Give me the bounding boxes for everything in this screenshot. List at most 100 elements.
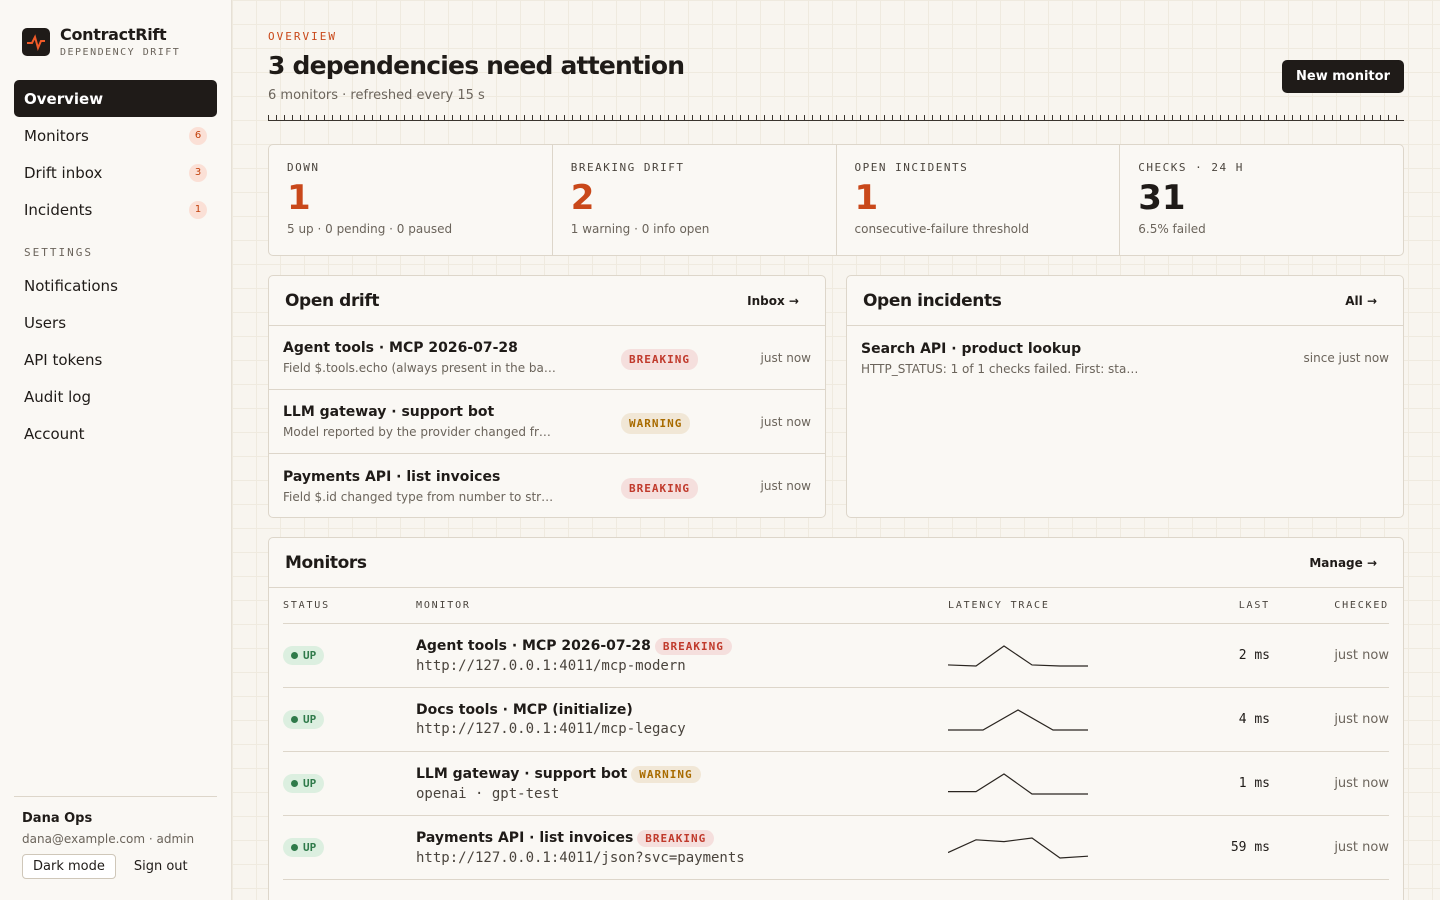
nav-label: API tokens xyxy=(24,350,103,369)
sign-out-button[interactable]: Sign out xyxy=(133,859,188,874)
user-footer: Dana Ops dana@example.com · admin Dark mod… xyxy=(14,796,217,879)
brand-tagline: DEPENDENCY DRIFT xyxy=(60,47,181,58)
nav-item[interactable]: Audit log xyxy=(14,378,217,415)
stat-note: 5 up · 0 pending · 0 paused xyxy=(287,222,453,236)
status-dot xyxy=(291,716,298,723)
last-cell xyxy=(1148,880,1270,900)
trace-cell xyxy=(948,880,1148,900)
column-header: CHECKED xyxy=(1270,588,1389,624)
new-monitor-button[interactable]: New monitor xyxy=(1282,60,1404,93)
monitors-table: STATUS MONITOR LATENCY TRACE LAST CHECKED UP A… xyxy=(269,588,1403,900)
checked-cell xyxy=(1270,880,1389,900)
latency-trace xyxy=(948,836,1088,859)
checked-cell: just now xyxy=(1270,752,1389,816)
header-text: 3 dependencies need attention 6 monitors … xyxy=(268,43,685,103)
monitor-cell[interactable]: Agent tools · MCP 2026-07-28 BREAKING http… xyxy=(416,624,948,688)
panel-link[interactable]: All → xyxy=(1345,293,1377,308)
nav-label: Drift inbox xyxy=(24,163,103,182)
header-row: 3 dependencies need attention 6 monitors … xyxy=(268,43,1404,103)
last-cell: 1 ms xyxy=(1148,752,1270,816)
monitors-link[interactable]: Manage → xyxy=(1309,555,1377,570)
latency-trace xyxy=(948,772,1088,795)
monitor-cell[interactable]: Search API · product lookup xyxy=(416,880,948,900)
nav-item[interactable]: Users xyxy=(14,304,217,341)
monitor-text: LLM gateway · support bot WARNING openai ·… xyxy=(416,765,701,802)
monitor-name: Payments API · list invoices BREAKING xyxy=(416,829,745,847)
panel-link[interactable]: Inbox → xyxy=(747,293,799,308)
item-detail: Field $.tools.echo (always present in th… xyxy=(283,361,556,375)
trace-cell xyxy=(948,688,1148,752)
status-text: UP xyxy=(303,649,317,662)
nav-item[interactable]: Incidents 1 xyxy=(14,191,217,228)
page-subtitle: 6 monitors · refreshed every 15 s xyxy=(268,88,485,103)
panel: Open drift Inbox → Agent tools · MCP 2026-… xyxy=(268,275,826,518)
nav-item[interactable]: Overview xyxy=(14,80,217,117)
panel-header: Open drift Inbox → xyxy=(269,276,825,326)
monitor-cell[interactable]: LLM gateway · support bot WARNING openai ·… xyxy=(416,752,948,816)
panels: Open drift Inbox → Agent tools · MCP 2026-… xyxy=(268,275,1404,518)
monitor-title: Payments API · list invoices xyxy=(416,830,634,846)
dark-mode-button[interactable]: Dark mode xyxy=(22,854,116,879)
badge-cell: WARNING xyxy=(621,412,741,434)
nav-item[interactable]: Monitors 6 xyxy=(14,117,217,154)
status-dot xyxy=(291,844,298,851)
item-title: Payments API · list invoices xyxy=(283,468,501,485)
status-badge: UP xyxy=(283,838,325,857)
panel-item[interactable]: Search API · product lookup HTTP_STATUS: … xyxy=(847,326,1403,390)
stat: CHECKS · 24 H 31 6.5% failed xyxy=(1119,145,1403,255)
item-time: just now xyxy=(760,479,811,493)
panel-item[interactable]: Payments API · list invoices Field $.id c… xyxy=(269,454,825,518)
status-badge: UP xyxy=(283,774,325,793)
monitor-name: LLM gateway · support bot WARNING xyxy=(416,765,701,783)
monitors-card: Monitors Manage → STATUS MONITOR LATENCY TRA… xyxy=(268,537,1404,900)
monitor-target: openai · gpt-test xyxy=(416,785,560,802)
nav-label: Monitors xyxy=(24,126,89,145)
nav-item[interactable]: Account xyxy=(14,415,217,452)
stat-note: 6.5% failed xyxy=(1138,222,1206,236)
latency-trace xyxy=(948,644,1088,667)
stats-card: DOWN 1 5 up · 0 pending · 0 paused BREAKING… xyxy=(268,144,1404,256)
status-cell: UP xyxy=(283,688,416,752)
trace-line xyxy=(948,772,1088,795)
last-cell: 59 ms xyxy=(1148,816,1270,880)
monitor-target: http://127.0.0.1:4011/mcp-legacy xyxy=(416,721,686,737)
brand-name: ContractRift xyxy=(60,25,167,44)
panel-header: Open incidents All → xyxy=(847,276,1403,326)
logo-icon xyxy=(27,33,45,51)
stat: BREAKING DRIFT 2 1 warning · 0 info open xyxy=(551,145,836,255)
nav-item[interactable]: Drift inbox 3 xyxy=(14,154,217,191)
column-header: STATUS xyxy=(283,588,416,624)
badge: BREAKING xyxy=(654,637,732,655)
panel-item[interactable]: Agent tools · MCP 2026-07-28 Field $.tool… xyxy=(269,326,825,390)
trace-cell xyxy=(948,752,1148,816)
nav-item[interactable]: API tokens xyxy=(14,341,217,378)
nav-label: Audit log xyxy=(24,387,91,406)
status-badge: UP xyxy=(283,710,325,729)
monitor-name: Docs tools · MCP (initialize) xyxy=(416,702,686,718)
monitor-title: Docs tools · MCP (initialize) xyxy=(416,702,633,718)
monitor-text: Payments API · list invoices BREAKING http… xyxy=(416,829,745,866)
item-text: Payments API · list invoices Field $.id c… xyxy=(283,469,621,504)
trace-line xyxy=(948,708,1088,731)
nav-label: Users xyxy=(24,313,67,332)
item-title: Search API · product lookup xyxy=(861,340,1082,357)
nav-label: Overview xyxy=(24,89,104,108)
nav-item[interactable]: Notifications xyxy=(14,267,217,304)
page-title: 3 dependencies need attention xyxy=(268,51,685,80)
user-detail: dana@example.com · admin xyxy=(22,832,195,846)
column-header: LAST xyxy=(1148,588,1270,624)
item-text: Search API · product lookup HTTP_STATUS: … xyxy=(861,341,1301,376)
stat-value: 2 xyxy=(570,178,595,218)
stat-label: DOWN xyxy=(287,161,320,174)
last-cell: 4 ms xyxy=(1148,688,1270,752)
monitor-cell[interactable]: Payments API · list invoices BREAKING http… xyxy=(416,816,948,880)
nav-label: Account xyxy=(24,424,85,443)
monitor-cell[interactable]: Docs tools · MCP (initialize) http://127.… xyxy=(416,688,948,752)
trace-line xyxy=(948,644,1088,667)
monitor-target: http://127.0.0.1:4011/mcp-modern xyxy=(416,657,686,674)
status-badge: UP xyxy=(283,646,325,665)
checked-cell: just now xyxy=(1270,688,1389,752)
badge: WARNING xyxy=(631,765,701,783)
panel-item[interactable]: LLM gateway · support bot Model reported … xyxy=(269,390,825,454)
